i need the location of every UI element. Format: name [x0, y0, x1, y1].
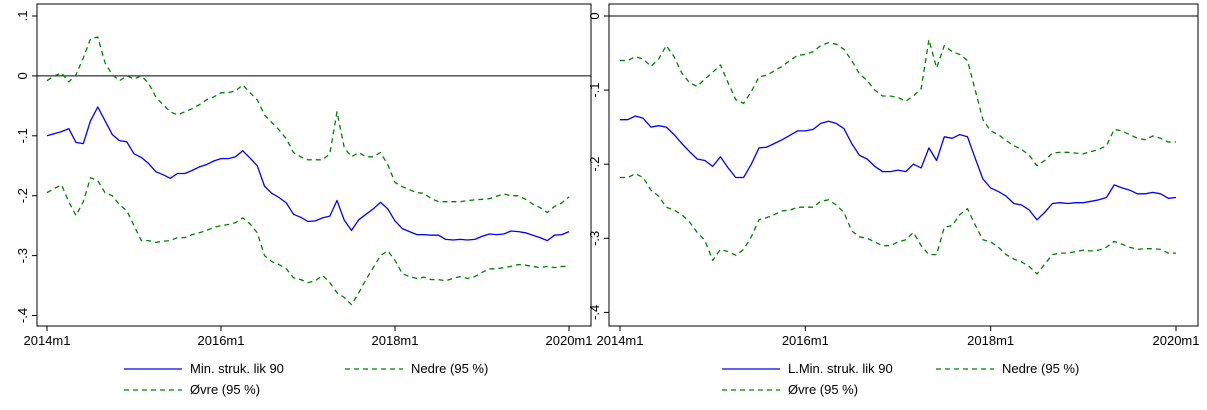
x-tick-label: 2016m1 — [782, 333, 829, 348]
legend-label: Nedre (95 %) — [411, 361, 488, 376]
x-tick-label: 2014m1 — [24, 333, 71, 348]
x-tick-label: 2018m1 — [372, 333, 419, 348]
y-tick-label: -.3 — [587, 231, 602, 246]
plot-frame — [36, 3, 592, 327]
legend: Min. struk. lik 90 Nedre (95 %) Øvre (95 %… — [124, 361, 488, 397]
plot-frame — [608, 3, 1199, 327]
legend-label: Øvre (95 %) — [788, 382, 858, 397]
legend-label: Nedre (95 %) — [1002, 361, 1079, 376]
x-tick-label: 2020m1 — [546, 333, 593, 348]
y-tick-label: -.2 — [587, 157, 602, 172]
legend-label: L.Min. struk. lik 90 — [788, 361, 893, 376]
legend-label: Min. struk. lik 90 — [190, 361, 284, 376]
series-line-3 — [620, 39, 1176, 167]
series-line-1 — [46, 106, 570, 242]
y-tick-label: -.1 — [15, 128, 30, 143]
series-line-2 — [620, 173, 1176, 275]
chart-panel-1: .1 0 -.1 -.2 -.3 -.4 2014m1 2016m1 2018m1 2020m1 M… — [15, 3, 593, 397]
x-tick-label: 2014m1 — [597, 333, 644, 348]
y-tick-label: 0 — [15, 72, 30, 79]
y-tick-label: -.4 — [587, 305, 602, 320]
y-tick-label: -.4 — [15, 308, 30, 323]
y-tick-label: -.2 — [15, 188, 30, 203]
y-tick-label: -.3 — [15, 248, 30, 263]
y-tick-label: .1 — [15, 11, 30, 22]
series-line-1 — [620, 115, 1177, 221]
x-tick-label: 2018m1 — [967, 333, 1014, 348]
series-line-2 — [46, 177, 569, 306]
x-tick-label: 2016m1 — [198, 333, 245, 348]
legend: L.Min. struk. lik 90 Nedre (95 %) Øvre (95… — [722, 361, 1079, 397]
x-tick-label: 2020m1 — [1153, 333, 1200, 348]
y-tick-label: -.1 — [587, 83, 602, 98]
legend-label: Øvre (95 %) — [190, 382, 260, 397]
chart-panel-2: 0 -.1 -.2 -.3 -.4 2014m1 2016m1 2018m1 2020m1 L.M… — [587, 3, 1200, 397]
series-line-3 — [46, 36, 570, 214]
y-tick-label: 0 — [587, 12, 602, 19]
